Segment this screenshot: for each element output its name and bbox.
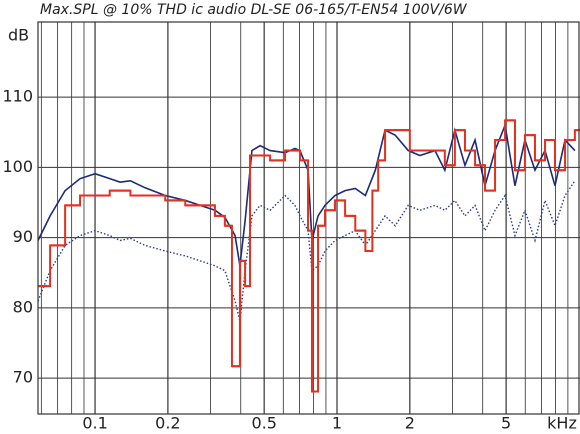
- x-tick-label: 2: [405, 414, 415, 433]
- chart-title: Max.SPL @ 10% THD ic audio DL-SE 06-165/…: [40, 2, 468, 18]
- y-tick-label: 70: [13, 368, 33, 387]
- x-tick-label: 0.1: [82, 414, 107, 433]
- x-tick-label: 5: [501, 414, 511, 433]
- series-line: [38, 180, 576, 322]
- plot-area: [38, 119, 580, 393]
- plot-frame: [37, 21, 580, 415]
- x-tick-label: 0.2: [155, 414, 180, 433]
- y-tick-label: 110: [2, 87, 33, 106]
- x-tick-label: 1: [332, 414, 342, 433]
- y-tick-label: 80: [13, 297, 33, 316]
- y-tick-label: 100: [2, 157, 33, 176]
- y-tick-label: 90: [13, 227, 33, 246]
- step-risers: [38, 119, 580, 393]
- y-axis-label: dB: [8, 26, 29, 45]
- x-tick-label: 0.5: [251, 414, 276, 433]
- x-axis-label: kHz: [547, 414, 577, 433]
- series-line: [38, 122, 576, 266]
